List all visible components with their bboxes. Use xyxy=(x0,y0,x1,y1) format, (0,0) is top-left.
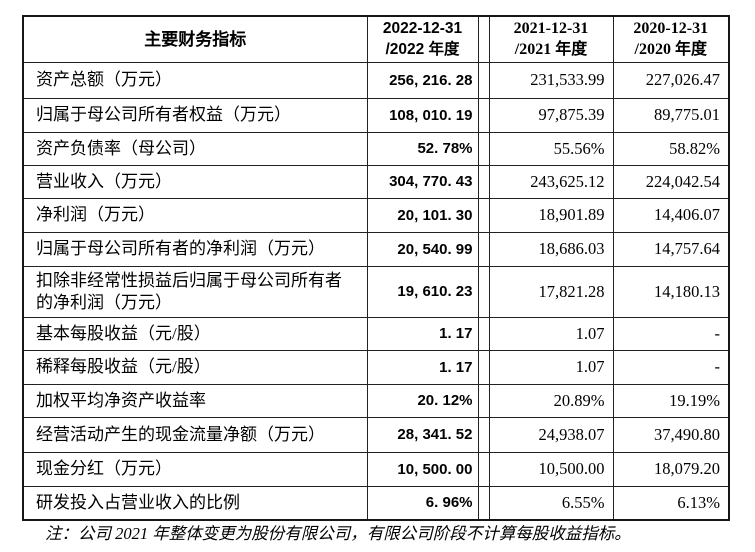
indicator-label-cell: 归属于母公司所有者权益（万元） xyxy=(22,97,368,133)
value-2020-cell: 14,180.13 xyxy=(612,265,730,318)
value-2020-cell: 37,490.80 xyxy=(612,416,730,453)
value-2020-cell: 227,026.47 xyxy=(612,61,730,99)
table-row: 研发投入占营业收入的比例 6. 96% 6.55% 6.13% xyxy=(22,485,730,521)
gap-cell xyxy=(477,383,490,418)
gap-cell xyxy=(477,485,490,521)
value-2022-cell: 108, 010. 19 xyxy=(366,97,479,133)
indicator-label-cell: 营业收入（万元） xyxy=(22,164,368,199)
value-2021-cell: 6.55% xyxy=(488,485,614,521)
gap-cell xyxy=(477,61,490,99)
table-row: 资产总额（万元） 256, 216. 28 231,533.99 227,026… xyxy=(22,61,730,99)
value-2020-cell: 18,079.20 xyxy=(612,451,730,487)
table-header: 主要财务指标 2022-12-31 /2022 年度 2021-12-31 /2… xyxy=(22,15,730,63)
indicator-label-cell: 扣除非经常性损益后归属于母公司所有者 的净利润（万元） xyxy=(22,265,368,318)
value-2022-cell: 304, 770. 43 xyxy=(366,164,479,199)
header-row: 主要财务指标 2022-12-31 /2022 年度 2021-12-31 /2… xyxy=(22,15,730,63)
value-2021-cell: 18,686.03 xyxy=(488,231,614,267)
gap-cell xyxy=(477,197,490,233)
indicator-label-cell: 现金分红（万元） xyxy=(22,451,368,487)
value-2021-cell: 10,500.00 xyxy=(488,451,614,487)
indicator-label-cell: 净利润（万元） xyxy=(22,197,368,233)
value-2022-cell: 52. 78% xyxy=(366,131,479,166)
value-2022-cell: 1. 17 xyxy=(366,349,479,385)
value-2021-cell: 55.56% xyxy=(488,131,614,166)
value-2020-cell: 6.13% xyxy=(612,485,730,521)
indicator-label-cell: 资产总额（万元） xyxy=(22,61,368,99)
value-2021-cell: 17,821.28 xyxy=(488,265,614,318)
value-2021-cell: 1.07 xyxy=(488,316,614,351)
footnote: 注：公司 2021 年整体变更为股份有限公司，有限公司阶段不计算每股收益指标。 xyxy=(45,524,631,543)
value-2022-cell: 256, 216. 28 xyxy=(366,61,479,99)
value-2022-cell: 20, 540. 99 xyxy=(366,231,479,267)
table-row: 经营活动产生的现金流量净额（万元） 28, 341. 52 24,938.07 … xyxy=(22,416,730,453)
indicator-label-cell: 稀释每股收益（元/股） xyxy=(22,349,368,385)
value-2020-cell: 14,406.07 xyxy=(612,197,730,233)
indicator-label-cell: 归属于母公司所有者的净利润（万元） xyxy=(22,231,368,267)
gap-cell xyxy=(477,231,490,267)
table-row: 现金分红（万元） 10, 500. 00 10,500.00 18,079.20 xyxy=(22,451,730,487)
value-2020-cell: - xyxy=(612,349,730,385)
gap-cell xyxy=(477,316,490,351)
value-2020-cell: 224,042.54 xyxy=(612,164,730,199)
value-2020-cell: 89,775.01 xyxy=(612,97,730,133)
value-2020-cell: 58.82% xyxy=(612,131,730,166)
table-row: 归属于母公司所有者权益（万元） 108, 010. 19 97,875.39 8… xyxy=(22,97,730,133)
indicator-label-cell: 资产负债率（母公司） xyxy=(22,131,368,166)
value-2022-cell: 20. 12% xyxy=(366,383,479,418)
table-row: 资产负债率（母公司） 52. 78% 55.56% 58.82% xyxy=(22,131,730,166)
table-row: 基本每股收益（元/股） 1. 17 1.07 - xyxy=(22,316,730,351)
key-financial-indicators-table: 主要财务指标 2022-12-31 /2022 年度 2021-12-31 /2… xyxy=(22,15,730,521)
table-body: 资产总额（万元） 256, 216. 28 231,533.99 227,026… xyxy=(22,61,730,521)
gap-cell xyxy=(477,349,490,385)
indicator-label-cell: 经营活动产生的现金流量净额（万元） xyxy=(22,416,368,453)
table-row: 扣除非经常性损益后归属于母公司所有者 的净利润（万元） 19, 610. 23 … xyxy=(22,265,730,318)
gap-cell xyxy=(477,265,490,318)
table-row: 净利润（万元） 20, 101. 30 18,901.89 14,406.07 xyxy=(22,197,730,233)
value-2020-cell: - xyxy=(612,316,730,351)
gap-cell xyxy=(477,416,490,453)
value-2021-cell: 231,533.99 xyxy=(488,61,614,99)
value-2021-cell: 20.89% xyxy=(488,383,614,418)
table-row: 营业收入（万元） 304, 770. 43 243,625.12 224,042… xyxy=(22,164,730,199)
value-2022-cell: 19, 610. 23 xyxy=(366,265,479,318)
gap-cell xyxy=(477,131,490,166)
table-row: 加权平均净资产收益率 20. 12% 20.89% 19.19% xyxy=(22,383,730,418)
indicator-label-cell: 基本每股收益（元/股） xyxy=(22,316,368,351)
value-2021-cell: 243,625.12 xyxy=(488,164,614,199)
value-2022-cell: 6. 96% xyxy=(366,485,479,521)
gap-cell xyxy=(477,97,490,133)
value-2020-cell: 19.19% xyxy=(612,383,730,418)
value-2022-cell: 28, 341. 52 xyxy=(366,416,479,453)
header-gap-column xyxy=(477,15,490,63)
indicator-label-cell: 研发投入占营业收入的比例 xyxy=(22,485,368,521)
table-row: 稀释每股收益（元/股） 1. 17 1.07 - xyxy=(22,349,730,385)
indicator-label-cell: 加权平均净资产收益率 xyxy=(22,383,368,418)
value-2021-cell: 18,901.89 xyxy=(488,197,614,233)
header-period-2021: 2021-12-31 /2021 年度 xyxy=(488,15,614,63)
gap-cell xyxy=(477,451,490,487)
value-2022-cell: 1. 17 xyxy=(366,316,479,351)
header-main-indicators: 主要财务指标 xyxy=(22,15,368,63)
gap-cell xyxy=(477,164,490,199)
value-2021-cell: 97,875.39 xyxy=(488,97,614,133)
value-2020-cell: 14,757.64 xyxy=(612,231,730,267)
value-2022-cell: 20, 101. 30 xyxy=(366,197,479,233)
header-period-2022: 2022-12-31 /2022 年度 xyxy=(366,15,479,63)
table-row: 归属于母公司所有者的净利润（万元） 20, 540. 99 18,686.03 … xyxy=(22,231,730,267)
value-2021-cell: 1.07 xyxy=(488,349,614,385)
value-2021-cell: 24,938.07 xyxy=(488,416,614,453)
header-period-2020: 2020-12-31 /2020 年度 xyxy=(612,15,730,63)
value-2022-cell: 10, 500. 00 xyxy=(366,451,479,487)
